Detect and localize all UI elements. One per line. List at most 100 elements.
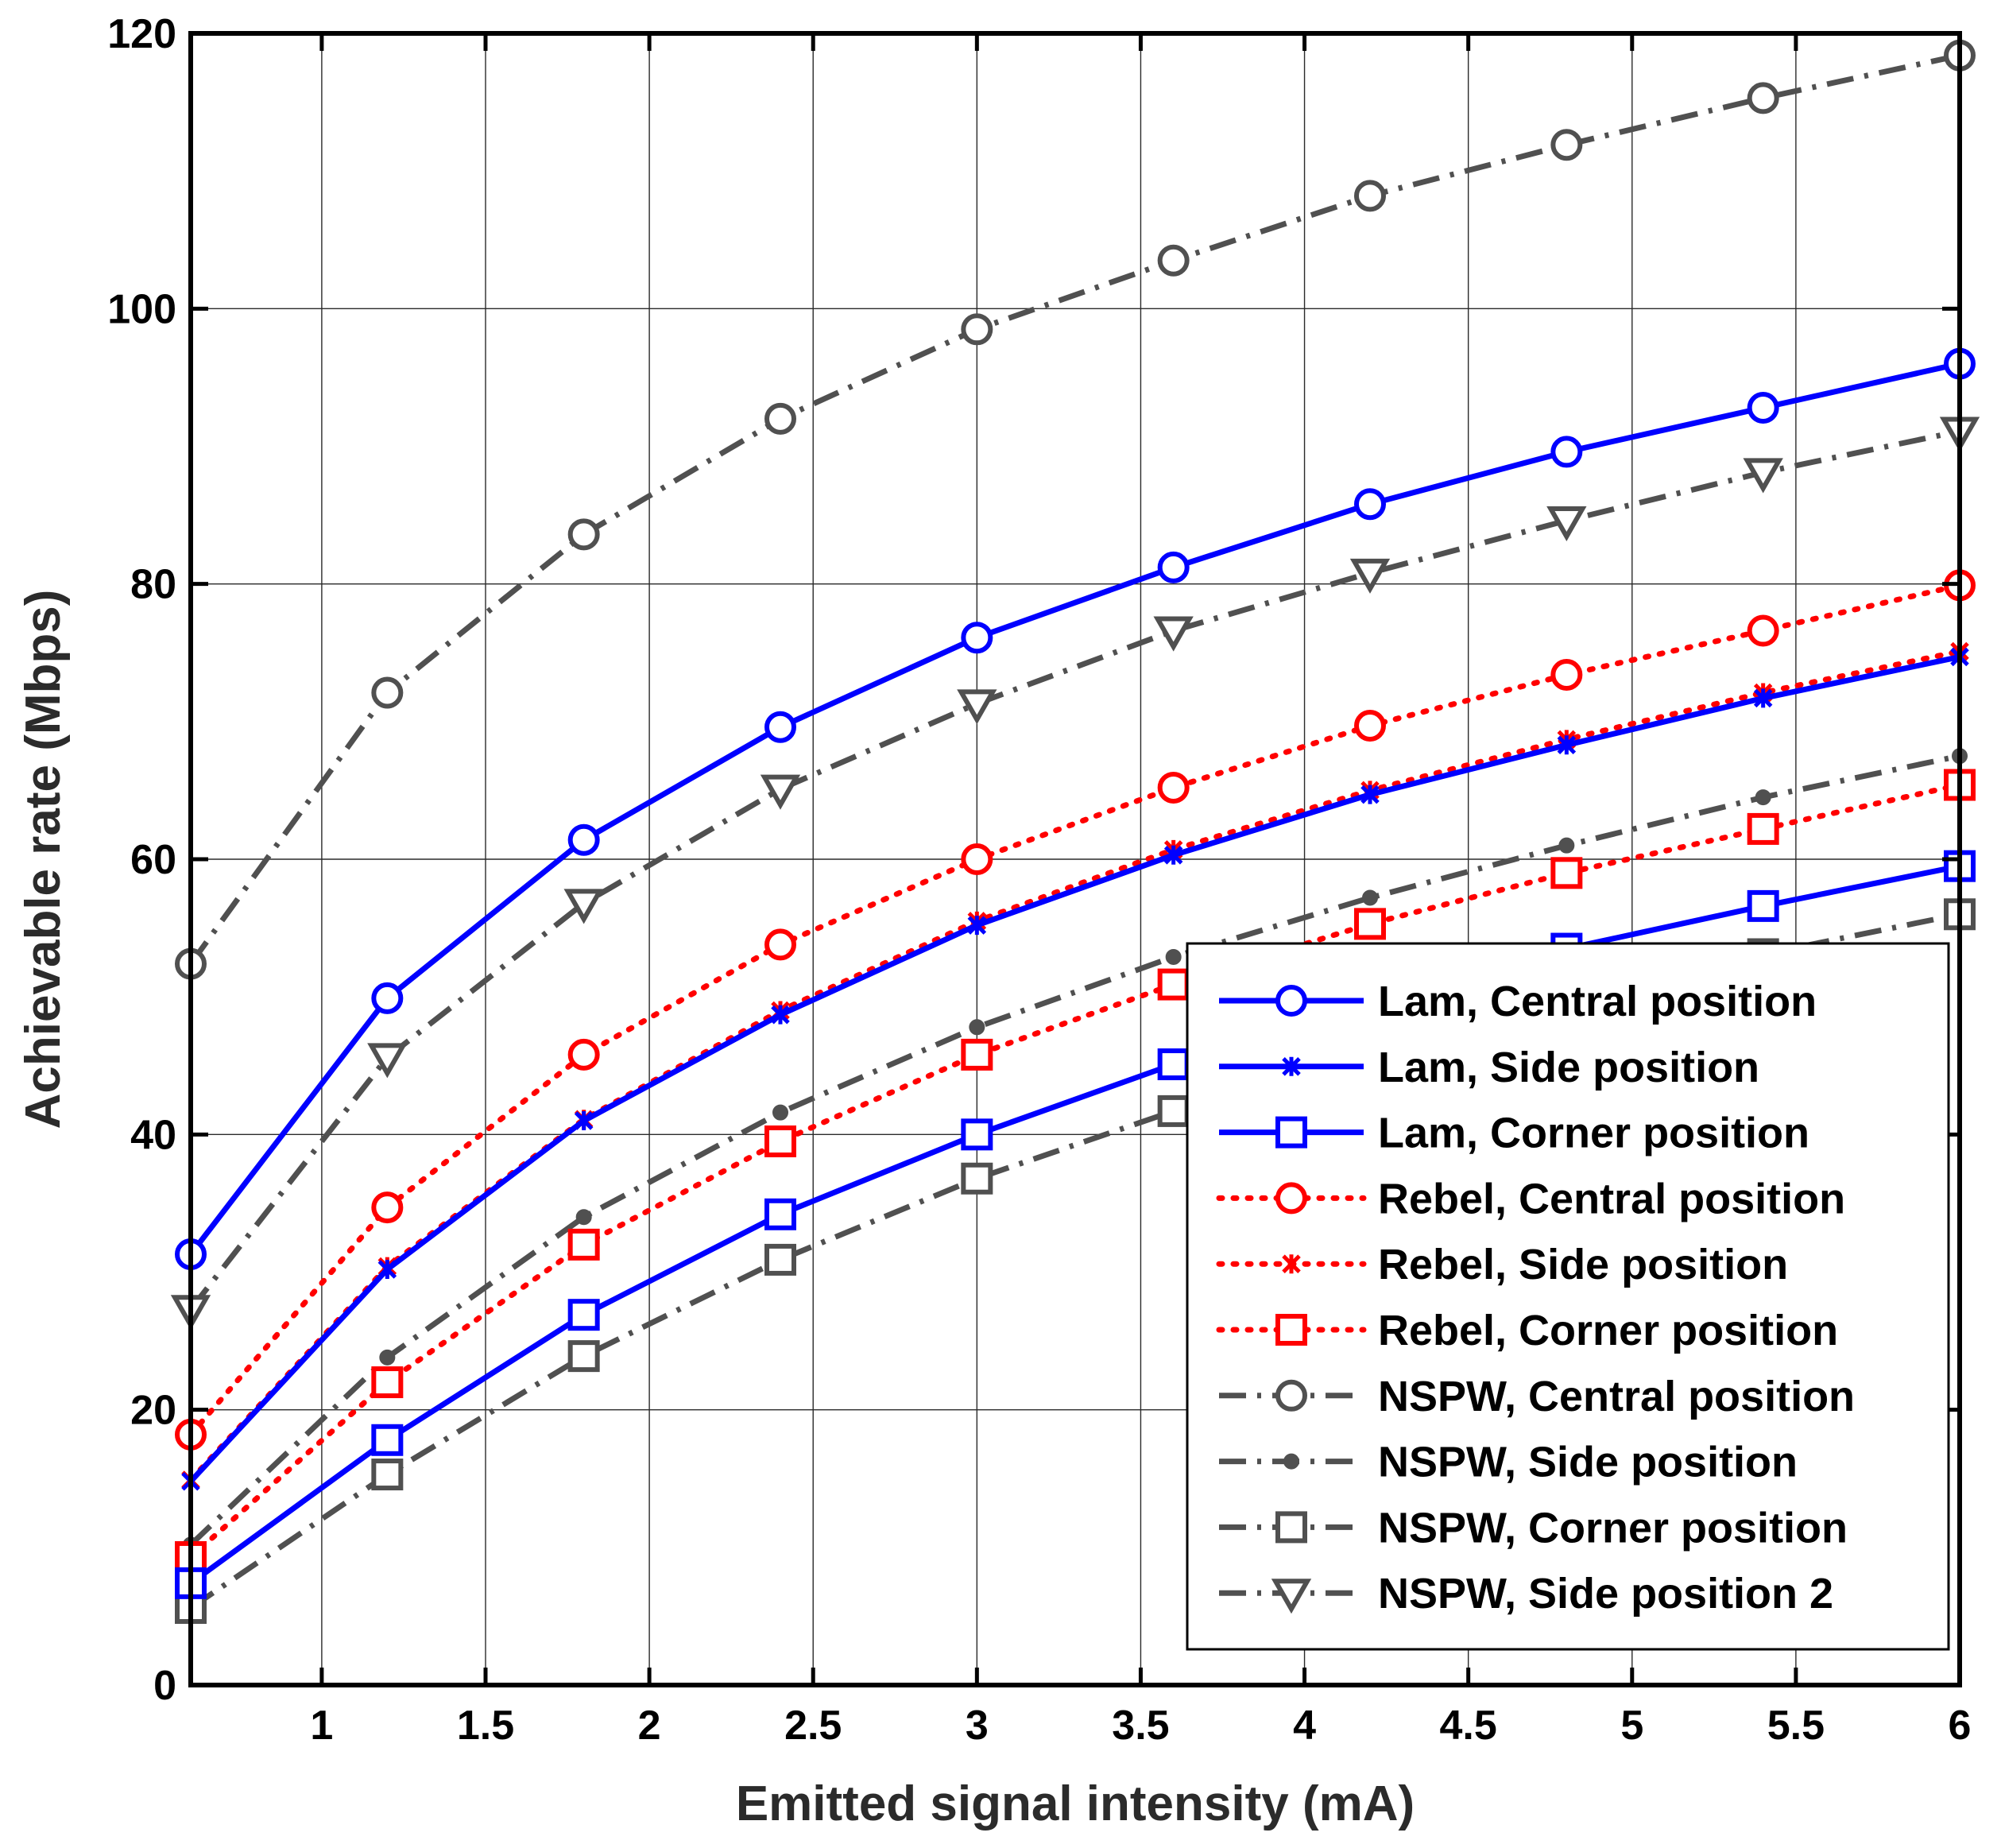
marker-square [1157, 1048, 1190, 1081]
series-line [188, 753, 1960, 1547]
legend-item-rebel-corner-position: Rebel, Corner position [1216, 1307, 1838, 1354]
marker-square [1157, 1094, 1190, 1127]
marker-square [1275, 1116, 1307, 1149]
marker-triangle-down [1349, 558, 1391, 594]
marker-circle [961, 843, 993, 875]
marker-circle [1354, 710, 1386, 742]
series-lam-central-position [175, 347, 1976, 1270]
marker-circle [1275, 985, 1307, 1017]
marker-dot [1558, 837, 1575, 854]
marker-dot [969, 1019, 985, 1036]
legend: Lam, Central position Lam, Side position L… [1186, 942, 1950, 1651]
marker-circle [1747, 392, 1779, 424]
marker-circle [961, 622, 993, 654]
x-tick-label: 3 [966, 1703, 989, 1749]
marker-star [1557, 735, 1577, 755]
legend-label: NSPW, Side position [1378, 1439, 1798, 1486]
x-tick-label: 2 [638, 1703, 661, 1749]
legend-item-lam-side-position: Lam, Side position [1219, 1044, 1759, 1091]
marker-star [967, 916, 987, 936]
marker-triangle-down [1153, 616, 1194, 652]
x-tick-label: 4 [1293, 1703, 1316, 1749]
series-line [188, 653, 1960, 1484]
marker-square [371, 1459, 404, 1491]
marker-circle [371, 1191, 404, 1224]
marker-square [764, 1198, 796, 1230]
y-tick-label: 80 [130, 562, 176, 608]
y-tick-label: 20 [130, 1388, 176, 1434]
series-line [188, 863, 1960, 1586]
x-tick-label: 6 [1949, 1703, 1972, 1749]
marker-square [567, 1228, 600, 1261]
legend-label: NSPW, Corner position [1378, 1504, 1848, 1552]
marker-triangle-down [760, 774, 801, 810]
marker-square [1157, 968, 1190, 1001]
y-tick-label: 120 [107, 11, 176, 57]
series-rebel-central-position [175, 569, 1976, 1451]
marker-star [1282, 1254, 1301, 1274]
marker-square [1747, 812, 1779, 845]
series-line [188, 582, 1963, 1438]
marker-star [1360, 785, 1380, 804]
marker-circle [1275, 1379, 1307, 1412]
x-tick-label: 3.5 [1112, 1703, 1169, 1749]
legend-label: Rebel, Corner position [1378, 1307, 1838, 1354]
series-line [188, 782, 1963, 1560]
x-tick-label: 4.5 [1440, 1703, 1497, 1749]
marker-circle [1747, 82, 1779, 114]
marker-circle [1550, 129, 1583, 161]
legend-label: NSPW, Central position [1378, 1373, 1855, 1420]
marker-circle [1550, 658, 1583, 691]
marker-triangle-down [367, 1043, 408, 1079]
marker-circle [371, 676, 404, 709]
marker-circle [961, 313, 993, 346]
marker-circle [1747, 614, 1779, 647]
legend-item-rebel-side-position: Rebel, Side position [1216, 1241, 1788, 1288]
axes [188, 31, 1962, 1687]
marker-square [1550, 857, 1583, 889]
x-tick-label: 5.5 [1767, 1703, 1825, 1749]
marker-star [377, 1260, 397, 1280]
marker-star [1753, 688, 1773, 708]
marker-triangle-down [957, 689, 997, 725]
marker-circle [567, 518, 600, 551]
legend-item-nspw-side-position-2: NSPW, Side position 2 [1219, 1570, 1833, 1617]
marker-triangle-down [1743, 458, 1783, 494]
marker-dot [1165, 948, 1182, 965]
marker-square [764, 1125, 796, 1157]
marker-square [567, 1299, 600, 1331]
marker-circle [1157, 551, 1190, 583]
marker-triangle-down [1546, 506, 1587, 542]
marker-square [371, 1424, 404, 1456]
legend-label: Rebel, Central position [1378, 1175, 1845, 1222]
y-tick-label: 40 [130, 1112, 176, 1158]
legend-item-nspw-side-position: NSPW, Side position [1219, 1439, 1798, 1486]
legend-item-lam-central-position: Lam, Central position [1219, 978, 1817, 1025]
marker-square [1354, 908, 1386, 940]
marker-dot [772, 1104, 788, 1121]
y-tick-label: 60 [130, 837, 176, 883]
legend-box [1186, 942, 1950, 1651]
series-line [188, 361, 1960, 1257]
marker-dot [379, 1349, 396, 1366]
marker-dot [1283, 1453, 1299, 1470]
marker-star [1282, 1056, 1301, 1076]
series-line [188, 428, 1960, 1311]
marker-circle [1550, 436, 1583, 468]
legend-item-nspw-corner-position: NSPW, Corner position [1219, 1504, 1848, 1552]
y-tick-label: 0 [153, 1663, 176, 1709]
marker-square [961, 1038, 993, 1071]
marker-circle [764, 402, 796, 435]
marker-circle [1354, 180, 1386, 212]
legend-item-rebel-central-position: Rebel, Central position [1216, 1175, 1845, 1222]
marker-triangle-down [1271, 1579, 1312, 1614]
marker-circle [1157, 244, 1190, 277]
legend-item-lam-corner-position: Lam, Corner position [1219, 1110, 1809, 1157]
legend-label: Lam, Corner position [1378, 1110, 1809, 1157]
marker-square [1275, 1511, 1307, 1544]
marker-circle [1157, 771, 1190, 804]
marker-circle [567, 823, 600, 856]
x-tick-label: 2.5 [784, 1703, 842, 1749]
legend-label: Rebel, Side position [1378, 1241, 1788, 1288]
